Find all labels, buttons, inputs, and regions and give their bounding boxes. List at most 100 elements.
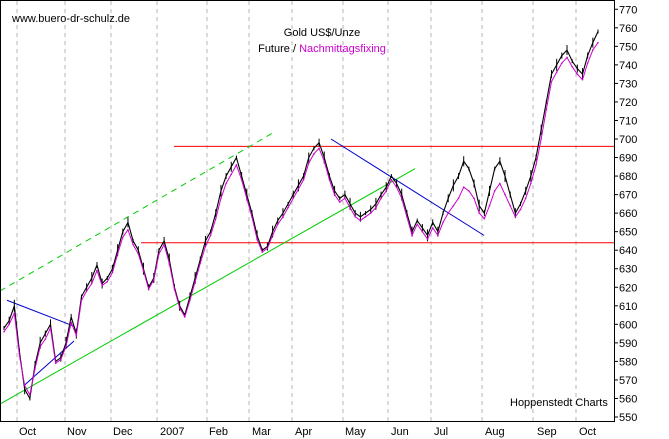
series-1-point-64 [333,193,336,196]
series-1-point-48 [251,216,253,218]
x-tick-label-7: May [345,426,366,438]
series-1-point-114 [592,49,594,51]
series-1-point-11 [60,358,62,361]
series-1-point-34 [178,306,181,309]
series-1-point-13 [70,321,72,324]
series-1-point-10 [54,362,57,365]
subtitle-fixing: Nachmittagsfixing [299,43,386,55]
series-1-point-71 [369,212,372,214]
series-1-point-21 [111,271,114,274]
series-1-point-18 [96,269,98,272]
y-tick-label-570: 570 [619,375,637,387]
series-1-point-92 [478,212,481,214]
series-1-point-59 [307,162,310,164]
series-1-point-68 [354,216,357,218]
series-1-point-41 [214,217,217,220]
series-1-point-91 [473,197,475,200]
series-1-point-12 [65,345,67,348]
series-1-point-97 [504,193,506,196]
x-tick-label-10: Aug [485,426,505,438]
series-1-point-103 [535,164,537,166]
ref-line-trend-down [330,138,485,236]
y-tick-label-560: 560 [619,393,637,405]
series-1-point-6 [34,368,36,370]
series-1-point-104 [540,138,542,140]
series-1-point-81 [421,230,424,233]
series-1-point-107 [555,71,558,74]
reference-lines [0,133,614,405]
series-1-point-20 [106,280,109,283]
x-tick-label-8: Jun [391,426,409,438]
series-1-point-100 [519,208,522,211]
series-1-point-7 [39,345,41,348]
series-1-point-82 [426,238,429,240]
series-1-point-60 [313,153,315,155]
y-tick-label-660: 660 [619,208,637,220]
series-1-point-4 [23,384,26,387]
x-tick-label-12: Oct [579,426,596,438]
series-1-point-39 [204,245,207,248]
series-1-point-90 [468,190,470,192]
series-1-point-65 [338,201,341,203]
series-1-point-112 [581,78,584,81]
series-1-point-47 [245,197,248,200]
series-1-point-0 [3,330,5,333]
series-1-point-40 [209,234,212,237]
plot-area [3,29,599,401]
series-1-point-99 [514,216,517,218]
series-1-point-56 [292,197,295,200]
series-1-point-101 [524,197,527,200]
subtitle-separator: / [290,43,299,55]
plot-frame [0,0,615,422]
series-1-point-46 [240,178,243,181]
y-tick-label-650: 650 [619,227,637,239]
y-tick-label-700: 700 [619,134,637,146]
y-tick-label-740: 740 [619,60,637,72]
x-tick-label-4: Feb [209,426,228,438]
series-1-point-26 [137,253,140,255]
x-axis: Oct Nov Dec 2007 Feb Mar Apr May Jun Jul Aug Sep Oct [19,426,596,438]
x-tick-label-0: Oct [19,426,36,438]
series-1-point-27 [142,269,145,272]
series-1-point-8 [44,338,47,340]
ref-line-trend-up-channel-lower [0,168,416,405]
series-1-point-53 [276,223,279,226]
y-tick-label-720: 720 [619,97,637,109]
series-1-point-30 [158,253,160,255]
x-tick-label-3: 2007 [160,426,184,438]
series-1-point-14 [75,334,78,337]
series-1-point-38 [199,262,202,264]
series-1-point-35 [183,316,186,318]
series-1-point-1 [8,323,10,326]
series-1-point-54 [282,216,284,218]
x-tick-label-5: Mar [252,426,271,438]
series-1-point-70 [364,216,367,218]
chart-title: Gold US$/Unze [284,27,360,39]
series-1-point-113 [586,62,589,64]
series-1-point-85 [442,221,444,224]
series-1-point-89 [462,186,465,188]
y-tick-label-730: 730 [619,78,637,90]
series-1-point-37 [194,280,196,283]
x-tick-label-1: Nov [67,426,87,438]
series-1-point-9 [49,327,52,329]
series-1-point-43 [225,182,227,185]
series-1-point-95 [493,190,496,192]
series-1-point-105 [545,108,548,111]
series-1-point-44 [230,173,233,176]
series-1-point-42 [220,197,222,200]
series-1-point-94 [488,204,491,207]
series-1-point-108 [561,62,563,64]
grid [16,1,577,421]
x-tick-label-2: Dec [113,426,133,438]
series-1-point-58 [302,178,305,181]
y-tick-label-680: 680 [619,171,637,183]
series-1-point-3 [18,355,21,357]
series-1-point-5 [29,393,31,396]
series-1-point-79 [411,234,413,237]
series-1-point-67 [349,206,351,209]
series-1-point-115 [597,41,599,44]
series-1-point-86 [447,212,450,214]
series-1-point-23 [122,236,124,239]
